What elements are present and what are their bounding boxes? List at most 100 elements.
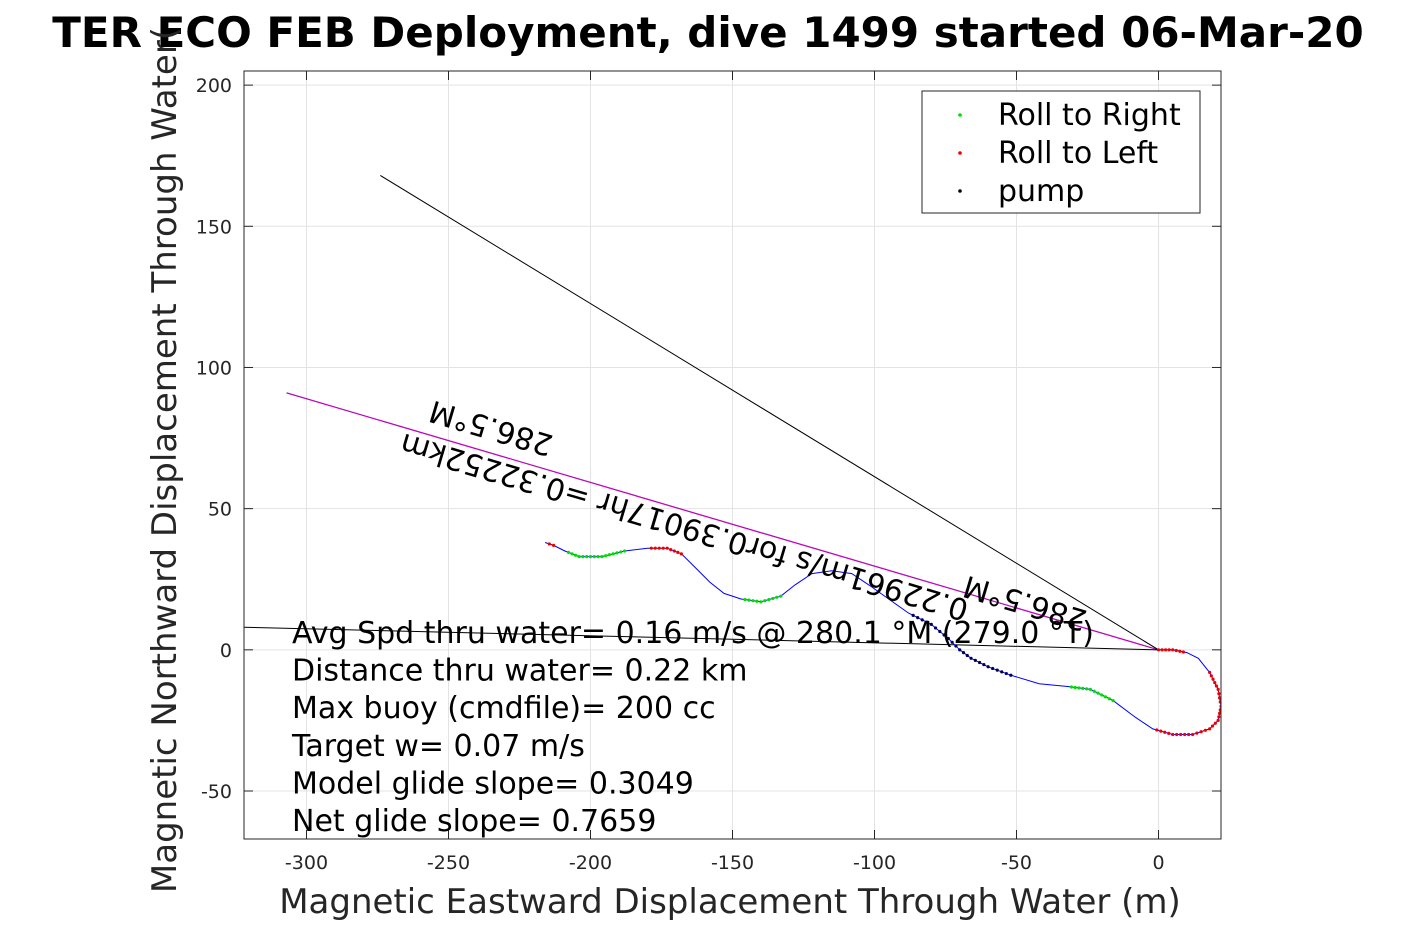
roll-left-point — [1175, 732, 1179, 737]
roll-right-point — [607, 553, 612, 557]
roll-left-point — [1214, 684, 1219, 688]
pump-point — [911, 613, 915, 617]
roll-left-point — [649, 546, 653, 550]
tick-labels: -300 -250 -200 -150 -100 -50 0 -50 0 50 100 150 200 — [196, 75, 1165, 874]
roll-left-point — [665, 546, 669, 550]
roll-left-point — [1203, 728, 1207, 732]
pump-point — [986, 665, 990, 669]
roll-left-point — [1181, 650, 1185, 654]
roll-left-point — [1216, 718, 1220, 723]
y-axis-label: Magnetic Northward Displacement Through … — [145, 27, 185, 893]
roll-left-point — [1155, 728, 1159, 732]
x-tick-label: -300 — [285, 852, 328, 874]
pump-point — [946, 636, 950, 641]
stat-line: Net glide slope= 0.7659 — [292, 804, 656, 839]
roll-right-point — [573, 553, 578, 557]
roll-right-point — [1100, 693, 1104, 697]
roll-left-point — [1163, 730, 1167, 734]
roll-right-point — [581, 555, 585, 559]
roll-right-point — [767, 597, 771, 602]
legend-label-roll-right: Roll to Right — [998, 98, 1181, 133]
pump-point — [995, 668, 999, 672]
x-tick-label: -200 — [569, 852, 612, 874]
legend-label-roll-left: Roll to Left — [998, 136, 1158, 171]
x-axis-label: Magnetic Eastward Displacement Through W… — [279, 882, 1181, 922]
roll-left-point — [1171, 732, 1175, 737]
roll-left-point — [1210, 724, 1215, 728]
y-tick-label: 150 — [196, 216, 232, 238]
stat-line: Distance thru water= 0.22 km — [292, 654, 747, 689]
roll-right-point — [570, 552, 574, 556]
roll-left-point — [1187, 732, 1191, 737]
stat-line: Model glide slope= 0.3049 — [292, 766, 694, 801]
pump-point — [977, 660, 982, 665]
roll-left-point — [653, 546, 657, 550]
roll-left-point — [1195, 731, 1199, 735]
legend-marker-roll-left — [958, 151, 962, 155]
pump-point — [1000, 670, 1004, 674]
roll-left-point — [1218, 700, 1221, 704]
roll-right-point — [577, 555, 581, 559]
roll-left-point — [1217, 711, 1221, 715]
roll-right-point — [743, 597, 747, 602]
roll-right-point — [615, 551, 619, 555]
roll-left-point — [1217, 715, 1221, 719]
legend: Roll to Right Roll to Left pump — [921, 90, 1201, 214]
roll-right-point — [755, 599, 759, 603]
pump-point — [916, 616, 920, 620]
pump-point — [950, 640, 954, 644]
roll-right-point — [1092, 689, 1096, 693]
roll-right-point — [1084, 687, 1089, 691]
roll-right-point — [1088, 687, 1092, 691]
roll-left-point — [551, 543, 556, 547]
roll-right-point — [592, 555, 596, 559]
roll-right-point — [611, 552, 615, 556]
pump-point — [965, 653, 969, 658]
y-tick-label: 0 — [220, 640, 232, 662]
pump-point — [1004, 671, 1008, 676]
pump-point — [973, 658, 977, 663]
roll-left-point — [1178, 649, 1182, 653]
y-tick-label: -50 — [201, 781, 232, 803]
x-tick-label: 0 — [1152, 852, 1164, 874]
pump-point — [938, 629, 942, 634]
roll-right-point — [759, 600, 763, 604]
pump-point — [958, 648, 962, 652]
y-tick-label: 100 — [196, 357, 232, 379]
reference-1-line — [380, 175, 1159, 651]
roll-left-point — [547, 542, 551, 546]
roll-left-point — [1167, 731, 1171, 736]
stat-line: Target w= 0.07 m/s — [291, 729, 585, 764]
dive-statistics: Avg Spd thru water= 0.16 m/s @ 280.1 °M … — [291, 616, 1094, 839]
heading-line — [286, 392, 1159, 651]
pump-point — [961, 651, 966, 655]
roll-left-point — [1167, 648, 1171, 652]
roll-left-point — [1156, 648, 1161, 652]
roll-right-point — [600, 555, 604, 559]
plot-frame — [243, 70, 1222, 840]
roll-left-point — [1216, 687, 1220, 691]
reference-2-line — [244, 626, 1159, 651]
roll-left-point — [676, 550, 680, 555]
stat-line: Max buoy (cmdfile)= 200 cc — [292, 691, 716, 726]
roll-right-point — [619, 550, 623, 554]
roll-left-point — [657, 546, 661, 550]
roll-left-point — [661, 546, 665, 550]
roll-left-point — [1159, 729, 1163, 733]
roll-left-point — [1208, 670, 1212, 675]
roll-left-point — [1199, 730, 1203, 734]
chart-title: TER ECO FEB Deployment, dive 1499 starte… — [52, 8, 1363, 57]
roll-right-point — [1111, 699, 1115, 703]
roll-left-point — [672, 549, 676, 553]
roll-right-point — [763, 599, 767, 603]
roll-right-point — [1073, 685, 1077, 690]
pump-point — [942, 633, 946, 637]
roll-right-point — [1103, 695, 1108, 699]
pump-point — [933, 626, 938, 630]
roll-left-point — [679, 552, 683, 556]
roll-right-point — [1081, 686, 1085, 691]
roll-right-point — [747, 598, 751, 602]
roll-right-point — [1069, 685, 1074, 689]
pump-point — [954, 644, 958, 648]
pump-point — [1009, 673, 1013, 677]
